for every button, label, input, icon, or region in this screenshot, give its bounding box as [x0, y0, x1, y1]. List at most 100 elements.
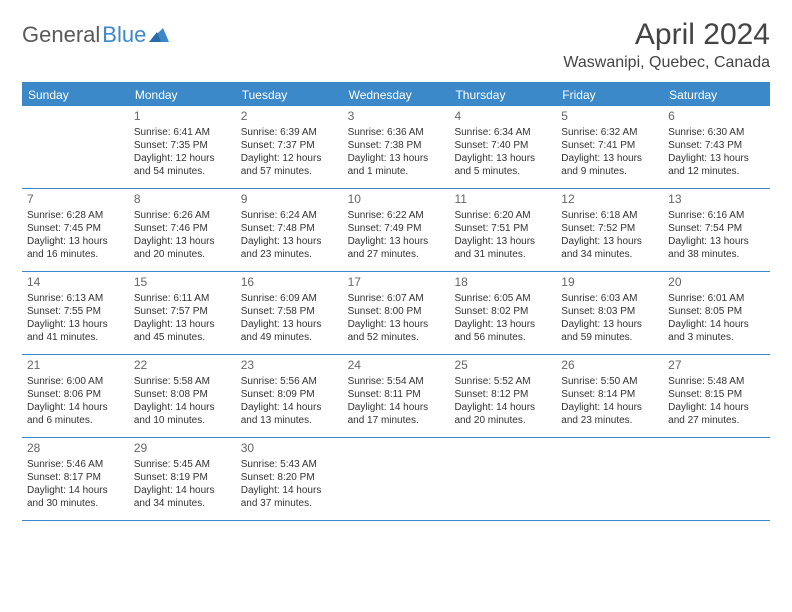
day-info-line: Sunset: 8:20 PM	[241, 471, 338, 484]
day-info-line: Sunrise: 5:43 AM	[241, 458, 338, 471]
day-info-line: Daylight: 13 hours	[348, 318, 445, 331]
day-cell: 14Sunrise: 6:13 AMSunset: 7:55 PMDayligh…	[22, 272, 129, 354]
day-cell: 30Sunrise: 5:43 AMSunset: 8:20 PMDayligh…	[236, 438, 343, 520]
day-cell: 6Sunrise: 6:30 AMSunset: 7:43 PMDaylight…	[663, 106, 770, 188]
day-info-line: and 27 minutes.	[668, 414, 765, 427]
day-info-line: Daylight: 12 hours	[241, 152, 338, 165]
day-number: 13	[668, 192, 765, 208]
day-number: 12	[561, 192, 658, 208]
day-info-line: Sunrise: 6:16 AM	[668, 209, 765, 222]
day-info-line: Daylight: 14 hours	[134, 484, 231, 497]
day-info-line: and 6 minutes.	[27, 414, 124, 427]
day-info-line: Sunset: 7:52 PM	[561, 222, 658, 235]
day-number: 6	[668, 109, 765, 125]
day-info-line: Sunset: 7:54 PM	[668, 222, 765, 235]
day-info-line: and 9 minutes.	[561, 165, 658, 178]
day-info-line: and 16 minutes.	[27, 248, 124, 261]
day-info-line: Daylight: 13 hours	[134, 318, 231, 331]
logo-triangle-icon	[149, 26, 169, 47]
day-info-line: Sunset: 7:46 PM	[134, 222, 231, 235]
day-info-line: Daylight: 14 hours	[134, 401, 231, 414]
day-info-line: and 38 minutes.	[668, 248, 765, 261]
day-number: 27	[668, 358, 765, 374]
week-row: 28Sunrise: 5:46 AMSunset: 8:17 PMDayligh…	[22, 438, 770, 521]
title-block: April 2024 Waswanipi, Quebec, Canada	[563, 18, 770, 72]
day-info-line: and 45 minutes.	[134, 331, 231, 344]
day-number: 30	[241, 441, 338, 457]
day-info-line: Daylight: 13 hours	[668, 235, 765, 248]
day-info-line: Sunrise: 6:39 AM	[241, 126, 338, 139]
day-info-line: Daylight: 13 hours	[454, 318, 551, 331]
day-info-line: and 27 minutes.	[348, 248, 445, 261]
day-info-line: Sunset: 7:49 PM	[348, 222, 445, 235]
day-info-line: Sunrise: 5:58 AM	[134, 375, 231, 388]
day-number: 20	[668, 275, 765, 291]
day-number: 4	[454, 109, 551, 125]
day-cell: 21Sunrise: 6:00 AMSunset: 8:06 PMDayligh…	[22, 355, 129, 437]
day-info-line: Sunset: 8:15 PM	[668, 388, 765, 401]
logo: GeneralBlue	[22, 18, 169, 48]
day-info-line: Daylight: 14 hours	[241, 484, 338, 497]
day-info-line: Daylight: 14 hours	[561, 401, 658, 414]
day-info-line: Sunrise: 6:26 AM	[134, 209, 231, 222]
day-cell: 25Sunrise: 5:52 AMSunset: 8:12 PMDayligh…	[449, 355, 556, 437]
day-info-line: and 37 minutes.	[241, 497, 338, 510]
day-info-line: Daylight: 13 hours	[348, 152, 445, 165]
day-info-line: Sunset: 7:40 PM	[454, 139, 551, 152]
location: Waswanipi, Quebec, Canada	[563, 54, 770, 72]
day-number: 28	[27, 441, 124, 457]
day-number: 8	[134, 192, 231, 208]
day-info-line: Sunrise: 6:05 AM	[454, 292, 551, 305]
day-info-line: Sunrise: 6:30 AM	[668, 126, 765, 139]
day-info-line: Sunrise: 6:09 AM	[241, 292, 338, 305]
day-cell: 24Sunrise: 5:54 AMSunset: 8:11 PMDayligh…	[343, 355, 450, 437]
day-cell: 8Sunrise: 6:26 AMSunset: 7:46 PMDaylight…	[129, 189, 236, 271]
day-info-line: and 54 minutes.	[134, 165, 231, 178]
day-info-line: and 20 minutes.	[134, 248, 231, 261]
day-info-line: Sunrise: 5:50 AM	[561, 375, 658, 388]
day-info-line: Sunset: 8:08 PM	[134, 388, 231, 401]
day-number: 24	[348, 358, 445, 374]
day-number: 26	[561, 358, 658, 374]
logo-text-2: Blue	[102, 22, 146, 48]
day-info-line: Daylight: 13 hours	[241, 235, 338, 248]
day-info-line: Sunset: 8:17 PM	[27, 471, 124, 484]
day-number: 9	[241, 192, 338, 208]
day-number: 5	[561, 109, 658, 125]
day-cell	[449, 438, 556, 520]
day-cell: 12Sunrise: 6:18 AMSunset: 7:52 PMDayligh…	[556, 189, 663, 271]
day-header: Saturday	[663, 84, 770, 106]
day-info-line: Sunrise: 5:52 AM	[454, 375, 551, 388]
day-number: 14	[27, 275, 124, 291]
day-info-line: Daylight: 13 hours	[561, 235, 658, 248]
day-info-line: Sunset: 7:58 PM	[241, 305, 338, 318]
logo-text-1: General	[22, 22, 100, 48]
day-info-line: Sunrise: 5:56 AM	[241, 375, 338, 388]
day-cell: 10Sunrise: 6:22 AMSunset: 7:49 PMDayligh…	[343, 189, 450, 271]
day-number: 10	[348, 192, 445, 208]
day-info-line: and 31 minutes.	[454, 248, 551, 261]
day-info-line: Daylight: 14 hours	[27, 484, 124, 497]
day-info-line: Daylight: 13 hours	[27, 235, 124, 248]
day-cell	[343, 438, 450, 520]
calendar: SundayMondayTuesdayWednesdayThursdayFrid…	[22, 82, 770, 521]
day-info-line: and 5 minutes.	[454, 165, 551, 178]
day-info-line: and 17 minutes.	[348, 414, 445, 427]
day-header: Monday	[129, 84, 236, 106]
day-info-line: Sunrise: 5:46 AM	[27, 458, 124, 471]
day-number: 7	[27, 192, 124, 208]
day-info-line: Sunset: 8:05 PM	[668, 305, 765, 318]
day-info-line: Sunset: 7:48 PM	[241, 222, 338, 235]
day-number: 22	[134, 358, 231, 374]
day-header: Tuesday	[236, 84, 343, 106]
day-info-line: Sunrise: 5:54 AM	[348, 375, 445, 388]
day-number: 29	[134, 441, 231, 457]
day-info-line: and 23 minutes.	[241, 248, 338, 261]
day-number: 16	[241, 275, 338, 291]
day-info-line: Daylight: 14 hours	[668, 318, 765, 331]
calendar-page: GeneralBlue April 2024 Waswanipi, Quebec…	[0, 0, 792, 539]
day-number: 3	[348, 109, 445, 125]
day-cell: 9Sunrise: 6:24 AMSunset: 7:48 PMDaylight…	[236, 189, 343, 271]
day-info-line: Sunrise: 6:00 AM	[27, 375, 124, 388]
day-cell: 23Sunrise: 5:56 AMSunset: 8:09 PMDayligh…	[236, 355, 343, 437]
